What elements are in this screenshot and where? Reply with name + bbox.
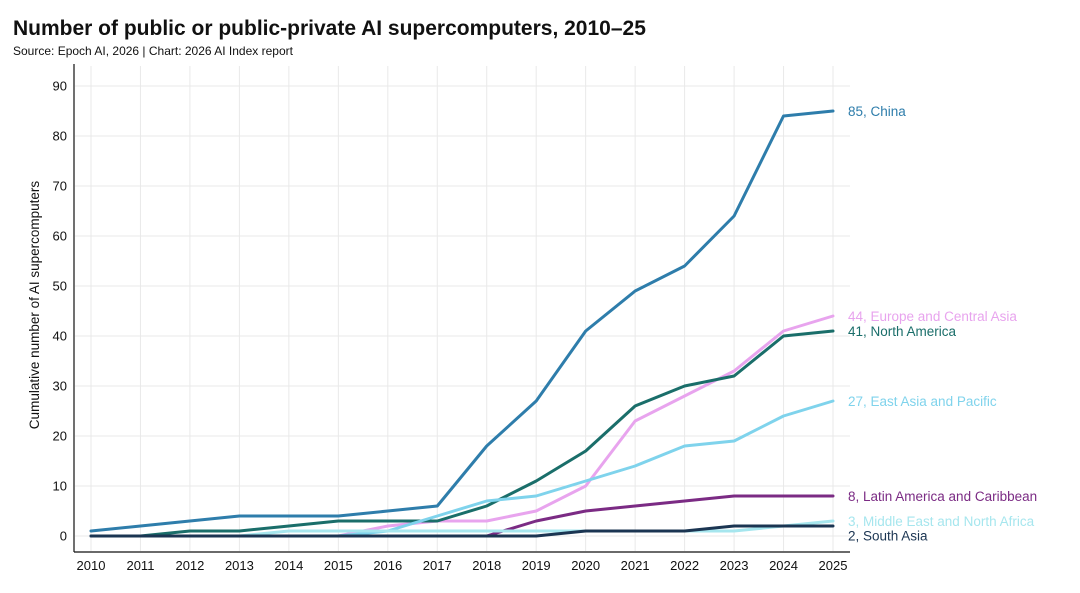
x-tick-label: 2022 [670,558,699,573]
x-tick-label: 2021 [621,558,650,573]
x-tick-label: 2010 [77,558,106,573]
x-tick-label: 2011 [126,558,154,573]
y-tick-label: 20 [53,429,67,444]
series-label-europe-and-central-asia: 44, Europe and Central Asia [848,309,1017,324]
y-tick-label: 80 [53,129,67,144]
x-tick-label: 2013 [225,558,254,573]
x-tick-label: 2014 [274,558,303,573]
series-lines [89,109,835,538]
y-tick-label: 50 [53,279,67,294]
series-end-labels: 85, China 44, Europe and Central Asia41, … [848,104,1037,544]
x-tick-label: 2018 [472,558,501,573]
series-label-middle-east-and-north-africa: 3, Middle East and North Africa [848,514,1035,529]
series-label-east-asia-and-pacific: 27, East Asia and Pacific [848,394,997,409]
y-tick-label: 60 [53,229,67,244]
y-tick-label: 40 [53,329,67,344]
chart-subtitle: Source: Epoch AI, 2026 | Chart: 2026 AI … [13,44,293,58]
series-label-china: 85, China [848,104,906,119]
y-axis-label: Cumulative number of AI supercomputers [27,181,42,430]
x-tick-label: 2012 [175,558,204,573]
series-line-east-asia-and-pacific [89,399,835,538]
chart-title: Number of public or public-private AI su… [13,17,646,40]
grid-lines [75,66,850,551]
x-tick-label: 2017 [423,558,452,573]
series-label-latin-america-and-caribbean: 8, Latin America and Caribbean [848,489,1037,504]
y-tick-label: 90 [53,79,67,94]
y-tick-label: 10 [53,479,67,494]
y-tick-label: 30 [53,379,67,394]
x-tick-label: 2016 [373,558,402,573]
x-tick-label: 2015 [324,558,353,573]
x-tick-label: 2025 [819,558,848,573]
axes [73,64,850,553]
y-tick-labels: 0 10 20 30 40 50 60 70 80 90 [53,79,67,544]
x-tick-label: 2023 [720,558,749,573]
series-label-south-asia: 2, South Asia [848,529,928,544]
y-tick-label: 0 [60,529,67,544]
y-tick-label: 70 [53,179,67,194]
series-line-north-america [89,329,835,538]
x-tick-label: 2020 [571,558,600,573]
series-label-north-america: 41, North America [848,324,957,339]
x-tick-labels: 2010 2011 2012 2013 2014 2015 2016 2017 2018 2019… [77,558,848,573]
series-line-china [89,109,835,533]
series-line-south-asia [89,524,835,538]
x-tick-label: 2019 [522,558,551,573]
series-line-europe-and-central-asia [89,314,835,538]
x-tick-label: 2024 [769,558,798,573]
